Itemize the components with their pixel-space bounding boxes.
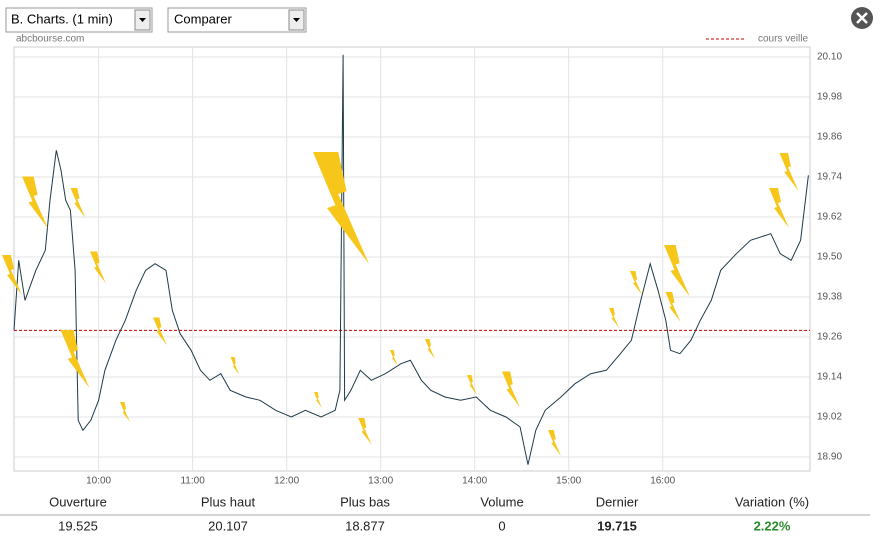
stat-label: Plus bas xyxy=(340,494,390,509)
x-tick-label: 10:00 xyxy=(86,476,111,487)
y-tick-label: 19.74 xyxy=(817,172,842,183)
lightning-icon xyxy=(90,251,106,284)
lightning-icon xyxy=(230,357,240,375)
lightning-icon xyxy=(630,271,642,295)
period-select[interactable]: B. Charts. (1 min) xyxy=(5,7,153,33)
lightning-icon xyxy=(390,350,398,366)
x-tick-label: 11:00 xyxy=(180,476,205,487)
y-tick-label: 18.90 xyxy=(817,452,842,463)
stat-label: Plus haut xyxy=(201,494,256,509)
y-tick-label: 19.98 xyxy=(817,92,842,103)
y-tick-label: 19.62 xyxy=(817,212,842,223)
stat-value: 0 xyxy=(498,518,505,533)
stat-value: 18.877 xyxy=(345,518,385,533)
y-tick-label: 19.02 xyxy=(817,412,842,423)
lightning-icon xyxy=(60,330,90,388)
lightning-icon xyxy=(779,153,799,191)
stat-value: 20.107 xyxy=(208,518,248,533)
stat-label: Variation (%) xyxy=(735,494,809,509)
lightning-icon xyxy=(548,430,561,456)
lightning-icon xyxy=(467,375,477,395)
price-line xyxy=(13,54,809,465)
stat-value: 2.22% xyxy=(754,518,791,533)
select-text: Comparer xyxy=(174,11,232,26)
x-tick-label: 13:00 xyxy=(368,476,393,487)
lightning-icon xyxy=(664,245,690,297)
stat-value: 19.715 xyxy=(597,518,637,533)
y-tick-label: 19.26 xyxy=(817,332,842,343)
legend-label: cours veille xyxy=(758,34,808,45)
source: abcbourse.com xyxy=(16,34,84,45)
y-tick-label: 19.38 xyxy=(817,292,842,303)
lightning-icon xyxy=(22,176,48,229)
select-text: B. Charts. (1 min) xyxy=(11,11,113,26)
y-tick-label: 19.14 xyxy=(817,372,842,383)
lightning-icon xyxy=(70,188,86,218)
lightning-icon xyxy=(358,418,372,445)
stat-value: 19.525 xyxy=(58,518,98,533)
stat-label: Volume xyxy=(480,494,523,509)
y-tick-label: 19.86 xyxy=(817,132,842,143)
lightning-icon xyxy=(609,308,619,328)
compare-select[interactable]: Comparer xyxy=(167,7,307,33)
close-button[interactable] xyxy=(851,7,873,29)
stat-label: Ouverture xyxy=(49,494,107,509)
lightning-icon xyxy=(314,392,322,408)
lightning-icon xyxy=(153,317,167,346)
lightning-icon xyxy=(425,339,435,359)
x-tick-label: 14:00 xyxy=(462,476,487,487)
stat-label: Dernier xyxy=(596,494,639,509)
x-tick-label: 15:00 xyxy=(556,476,581,487)
lightning-icon xyxy=(769,188,789,228)
x-tick-label: 16:00 xyxy=(650,476,675,487)
y-tick-label: 19.50 xyxy=(817,252,842,263)
icons xyxy=(2,152,799,456)
x-tick-label: 12:00 xyxy=(274,476,299,487)
y-tick-label: 20.10 xyxy=(817,52,842,63)
plot-frame xyxy=(13,46,811,472)
lightning-icon xyxy=(120,402,130,422)
